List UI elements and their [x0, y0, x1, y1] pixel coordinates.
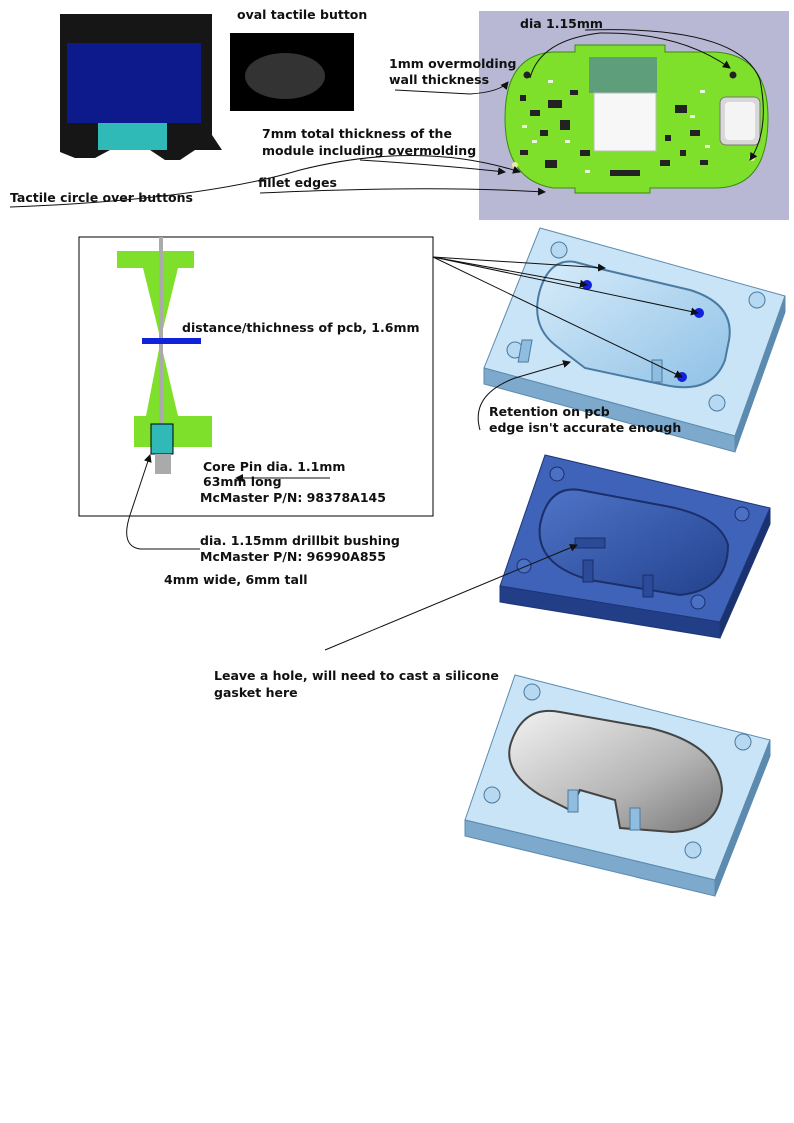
label-pcb-distance: distance/thichness of pcb, 1.6mm [182, 320, 420, 335]
label-hole-1: Leave a hole, will need to cast a silico… [214, 668, 499, 683]
label-core-pin-3: McMaster P/N: 98378A145 [200, 490, 386, 505]
drillbit-bushing [150, 423, 174, 455]
core-pin-holder [117, 251, 212, 447]
device-illustration [60, 14, 222, 160]
pcb-components [520, 90, 708, 176]
label-dia-top: dia 1.15mm [520, 16, 603, 31]
pcb-chip-shield [593, 92, 657, 152]
mold-bottom-half [464, 674, 771, 897]
label-wall-thickness-1: 1mm overmolding [389, 56, 517, 71]
cross-section-sketch [78, 236, 434, 517]
leader-lines [9, 29, 764, 651]
mount-hole-left [523, 71, 531, 79]
marker-dot-2 [694, 308, 704, 318]
cross-section-frame [78, 236, 434, 517]
oval-button-illustration [230, 33, 354, 111]
label-oval-tactile-button: oval tactile button [237, 7, 368, 22]
mount-hole-right [729, 71, 737, 79]
label-size-note: 4mm wide, 6mm tall [164, 572, 308, 587]
mold-middle-half [499, 454, 771, 639]
silicone-core-insert [508, 709, 724, 834]
label-bushing-1: dia. 1.15mm drillbit bushing [200, 533, 400, 548]
pcb-thickness-marker [142, 338, 201, 344]
label-core-pin-1: Core Pin dia. 1.1mm [203, 459, 346, 474]
label-tactile-circle: Tactile circle over buttons [10, 190, 193, 205]
pcb-module [589, 57, 657, 93]
label-retention-2: edge isn't accurate enough [489, 420, 682, 435]
label-total-thickness-1: 7mm total thickness of the [262, 126, 452, 141]
label-bushing-2: McMaster P/N: 96990A855 [200, 549, 386, 564]
label-hole-2: gasket here [214, 685, 298, 700]
label-core-pin-2: 63mm long [203, 474, 282, 489]
tactile-button-pad [98, 123, 167, 150]
label-total-thickness-2: module including overmolding [262, 143, 477, 158]
pcb-render [479, 11, 789, 220]
label-fillet-edges: fillet edges [258, 175, 337, 190]
core-pin-end [155, 454, 171, 474]
device-screen [67, 43, 201, 123]
label-retention-1: Retention on pcb [489, 404, 610, 419]
label-wall-thickness-2: wall thickness [389, 72, 490, 87]
